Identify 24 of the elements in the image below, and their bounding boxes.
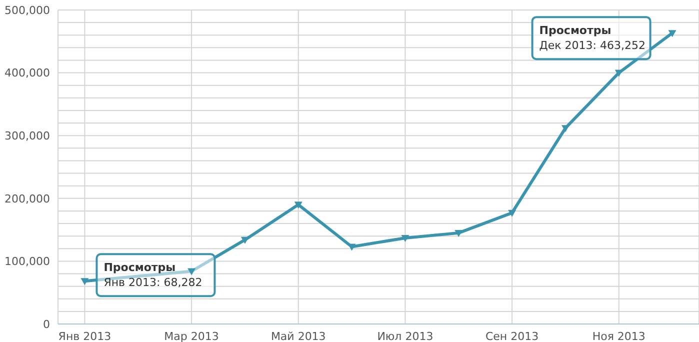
y-tick-label: 500,000	[4, 4, 50, 17]
text: Просмотры	[539, 24, 612, 38]
point	[508, 210, 516, 217]
series-label: Просмотры	[104, 261, 176, 274]
x-tick-label: Мар 2013	[164, 330, 219, 342]
annotation: Дек 2013: 463,252	[539, 39, 646, 52]
y-tick-label: 300,000	[4, 130, 50, 143]
point	[561, 125, 570, 132]
y-tick-label: 400,000	[4, 66, 50, 80]
x-tick-label: Янв 2013	[58, 330, 112, 342]
y-tick-label: 100,000	[4, 255, 50, 268]
y-tick-label: 200,000	[4, 192, 50, 206]
x-tick-label: Июл 2013	[377, 330, 434, 342]
x-tick-label: Ноя 2013	[592, 330, 646, 342]
point	[454, 230, 463, 237]
point	[188, 268, 196, 276]
annotation: Янв 2013: 68,282	[104, 276, 202, 290]
y-tick-label: 0	[43, 318, 50, 331]
x-tick-label: Май 2013	[270, 330, 326, 342]
point	[668, 30, 676, 38]
x-tick-label: Сен 2013	[485, 330, 539, 342]
point	[401, 234, 410, 242]
point	[80, 278, 89, 286]
point	[294, 202, 302, 209]
